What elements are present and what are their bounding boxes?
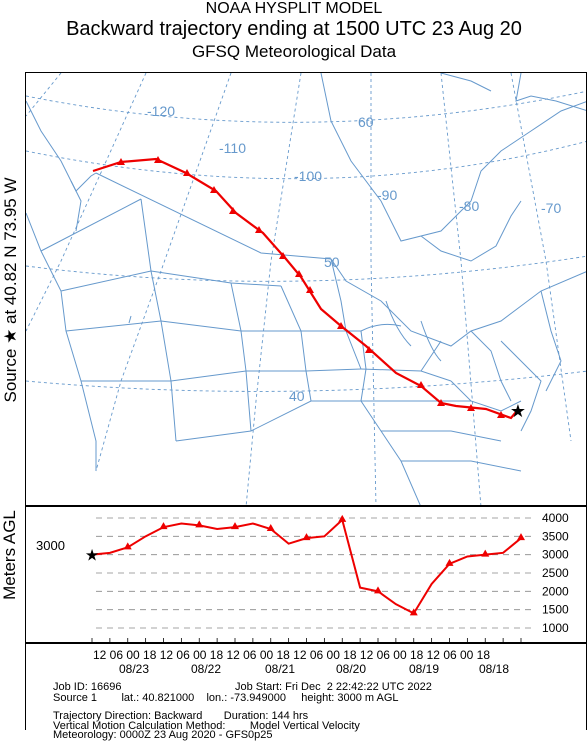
height-marker	[231, 522, 239, 530]
height-marker	[302, 533, 311, 541]
lon-label: -110	[219, 140, 246, 156]
trajectory-title: Backward trajectory ending at 1500 UTC 2…	[66, 18, 522, 40]
y-tick-label: 2500	[542, 566, 569, 580]
date-label: 08/19	[409, 662, 440, 676]
profile-axis-label: Meters AGL	[0, 510, 19, 600]
meteorology-info: Meteorology: 0000Z 23 Aug 2020 - GFS0p25	[53, 729, 273, 741]
y-tick-label: 2000	[542, 584, 569, 598]
height-marker	[159, 522, 168, 530]
date-label: 08/22	[191, 662, 222, 676]
trajectory-map: -120 -110 -100 -90 -80 -70 60 50 40	[25, 72, 587, 506]
model-title: NOAA HYSPLIT MODEL	[205, 0, 383, 17]
height-marker	[445, 558, 454, 566]
height-profile: 4000 3500 3000 2500 2000 1500 1000 ★	[25, 506, 587, 643]
height-marker	[338, 514, 347, 522]
lat-label: 60	[358, 114, 374, 130]
height-marker	[266, 524, 275, 531]
meteorology-title: GFSQ Meteorological Data	[191, 42, 397, 61]
vertical-method: Vertical Motion Calculation Method: Mode…	[53, 720, 360, 732]
map-grid-labels: -120 -110 -100 -90 -80 -70 60 50 40	[147, 103, 561, 404]
job-start: Job Start: Fri Dec 2 22:42:22 UTC 2022	[235, 681, 432, 693]
date-label: 08/18	[479, 662, 510, 676]
height-marker	[374, 586, 382, 594]
lon-label: -70	[541, 200, 561, 216]
job-id: Job ID: 16696	[53, 681, 122, 693]
y-tick-label: 1000	[542, 621, 569, 635]
y-tick-label: 3500	[542, 529, 569, 543]
height-marker	[517, 533, 525, 541]
graticule	[26, 73, 586, 505]
hours-axis: 12 06 00 18 12 06 00 18 12 06 00 18 12 0…	[93, 648, 491, 662]
source-location-label: Source ★ at 40.82 N 73.95 W	[1, 177, 20, 403]
y-tick-label: 1500	[542, 603, 569, 617]
height-marker	[123, 542, 132, 550]
height-marker	[409, 608, 418, 616]
date-label: 08/20	[336, 662, 367, 676]
date-label: 08/21	[265, 662, 296, 676]
lon-label: -120	[147, 103, 175, 119]
start-height-label: 3000	[36, 538, 65, 553]
y-tick-label: 3000	[542, 548, 569, 562]
trajectory-direction: Trajectory Direction: Backward Duration:…	[53, 710, 309, 722]
lon-label: -90	[377, 187, 397, 203]
boundaries	[26, 73, 586, 505]
trajectory-path	[92, 157, 517, 420]
source-star-icon: ★	[510, 401, 526, 421]
lat-label: 40	[289, 388, 305, 404]
y-tick-label: 4000	[542, 511, 569, 525]
lon-label: -80	[459, 198, 479, 214]
trajectory-markers	[117, 156, 505, 418]
info-panel	[25, 643, 587, 730]
date-label: 08/23	[119, 662, 150, 676]
height-marker	[481, 549, 490, 557]
lon-label: -100	[294, 168, 322, 184]
source-info: Source 1 lat.: 40.821000 lon.: -73.94900…	[53, 692, 399, 704]
lat-label: 50	[324, 254, 340, 270]
start-star-icon: ★	[85, 548, 99, 565]
height-marker	[195, 520, 204, 528]
